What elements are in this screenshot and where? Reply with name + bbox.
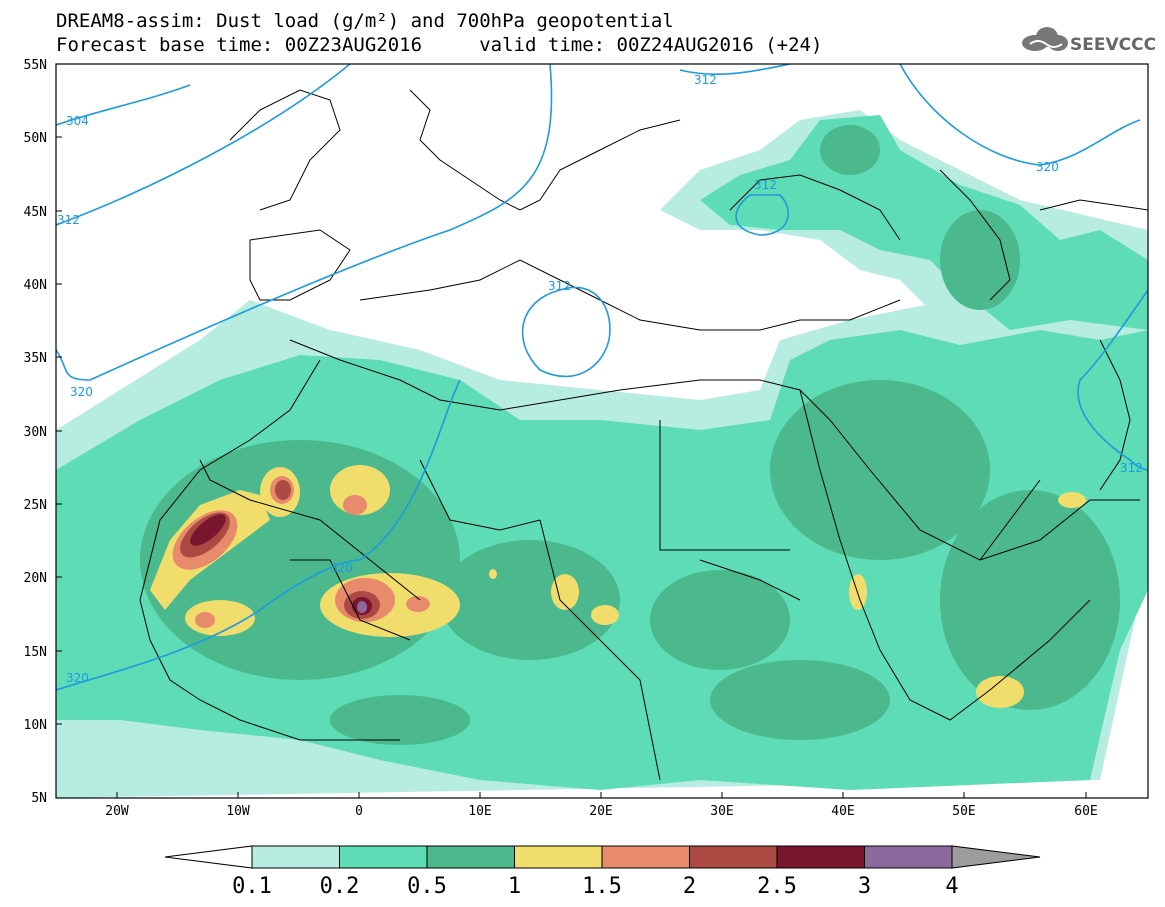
dust-layer-4 — [357, 601, 367, 613]
contour-label: 312 — [1120, 461, 1143, 475]
colorbar-cell — [689, 845, 778, 869]
colorbar-cell — [864, 845, 953, 869]
lon-label: 20E — [589, 804, 612, 819]
contour-label: 304 — [66, 114, 89, 128]
colorbar-cell — [601, 845, 690, 869]
contour-label: 320 — [1036, 160, 1059, 174]
lon-label: 10W — [226, 804, 250, 819]
colorbar-low-arrow — [164, 845, 253, 869]
colorbar: 0.1 0.2 0.5 1 1.5 2 2.5 3 4 — [164, 845, 1041, 899]
lat-label: 30N — [24, 425, 47, 440]
cloud-icon — [1022, 27, 1068, 51]
lon-label: 10E — [468, 804, 491, 819]
colorbar-label: 0.5 — [407, 874, 447, 899]
colorbar-label: 1.5 — [582, 874, 622, 899]
lat-label: 35N — [24, 351, 47, 366]
contour-label: 312 — [57, 213, 80, 227]
colorbar-label: 1 — [508, 874, 521, 899]
lon-label: 50E — [952, 804, 975, 819]
colorbar-cell — [339, 845, 428, 869]
tick-marks — [56, 63, 1087, 798]
lon-label: 60E — [1074, 804, 1097, 819]
lon-label: 40E — [831, 804, 854, 819]
lat-label: 50N — [24, 131, 47, 146]
seevccc-logo: SEEVCCC — [1022, 27, 1156, 55]
colorbar-cell — [514, 845, 603, 869]
colorbar-cell — [251, 845, 340, 869]
lat-label: 5N — [31, 791, 47, 806]
colorbar-label: 2.5 — [757, 874, 797, 899]
colorbar-label: 0.1 — [232, 874, 272, 899]
colorbar-label: 0.2 — [320, 874, 360, 899]
contour-label: 320 — [66, 671, 89, 685]
colorbar-label: 3 — [858, 874, 871, 899]
contour-label: 320 — [330, 561, 353, 575]
logo-text: SEEVCCC — [1070, 35, 1156, 55]
forecast-time-line: Forecast base time: 00Z23AUG2016 valid t… — [56, 34, 823, 56]
map-area: 304 312 312 312 312 320 320 320 320 312 — [56, 64, 1148, 798]
colorbar-label: 4 — [945, 874, 958, 899]
colorbar-high-arrow — [951, 845, 1041, 869]
longitude-labels: 20W 10W 0 10E 20E 30E 40E 50E 60E — [105, 804, 1097, 819]
lat-label: 20N — [24, 571, 47, 586]
colorbar-cell — [776, 845, 865, 869]
colorbar-label: 2 — [683, 874, 696, 899]
colorbar-cell — [426, 845, 515, 869]
latitude-labels: 55N 50N 45N 40N 35N 30N 25N 20N 15N 10N … — [24, 58, 47, 806]
lat-label: 15N — [24, 645, 47, 660]
coastlines — [139, 89, 1148, 781]
lat-label: 45N — [24, 205, 47, 220]
lon-label: 20W — [105, 804, 129, 819]
contour-label: 312 — [548, 279, 571, 293]
lat-label: 25N — [24, 498, 47, 513]
geopotential-contours — [56, 64, 1148, 691]
lon-label: 0 — [355, 804, 363, 819]
colorbar-cells — [251, 845, 953, 869]
colorbar-labels: 0.1 0.2 0.5 1 1.5 2 2.5 3 4 — [232, 874, 959, 899]
lat-label: 10N — [24, 718, 47, 733]
contour-label: 312 — [754, 178, 777, 192]
lat-label: 55N — [24, 58, 47, 73]
lon-label: 30E — [710, 804, 733, 819]
contour-label: 312 — [694, 73, 717, 87]
contour-label: 320 — [70, 385, 93, 399]
contour-labels: 304 312 312 312 312 320 320 320 320 312 — [57, 73, 1143, 685]
lat-label: 40N — [24, 278, 47, 293]
map-title: DREAM8-assim: Dust load (g/m²) and 700hP… — [56, 10, 674, 32]
